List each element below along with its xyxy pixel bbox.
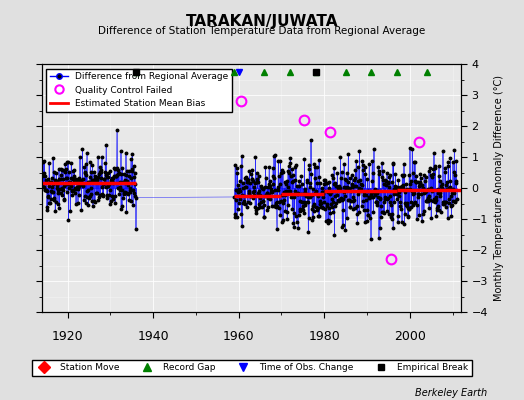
Text: 1920: 1920 — [52, 330, 83, 343]
Text: 1960: 1960 — [223, 330, 255, 343]
Legend: Difference from Regional Average, Quality Control Failed, Estimated Station Mean: Difference from Regional Average, Qualit… — [47, 68, 232, 112]
Text: 1980: 1980 — [308, 330, 340, 343]
Text: Difference of Station Temperature Data from Regional Average: Difference of Station Temperature Data f… — [99, 26, 425, 36]
Text: TARAKAN/JUWATA: TARAKAN/JUWATA — [185, 14, 339, 29]
Text: 2000: 2000 — [394, 330, 425, 343]
Text: Berkeley Earth: Berkeley Earth — [415, 388, 487, 398]
Y-axis label: Monthly Temperature Anomaly Difference (°C): Monthly Temperature Anomaly Difference (… — [494, 75, 504, 301]
Text: 1940: 1940 — [137, 330, 169, 343]
Legend: Station Move, Record Gap, Time of Obs. Change, Empirical Break: Station Move, Record Gap, Time of Obs. C… — [31, 360, 472, 376]
